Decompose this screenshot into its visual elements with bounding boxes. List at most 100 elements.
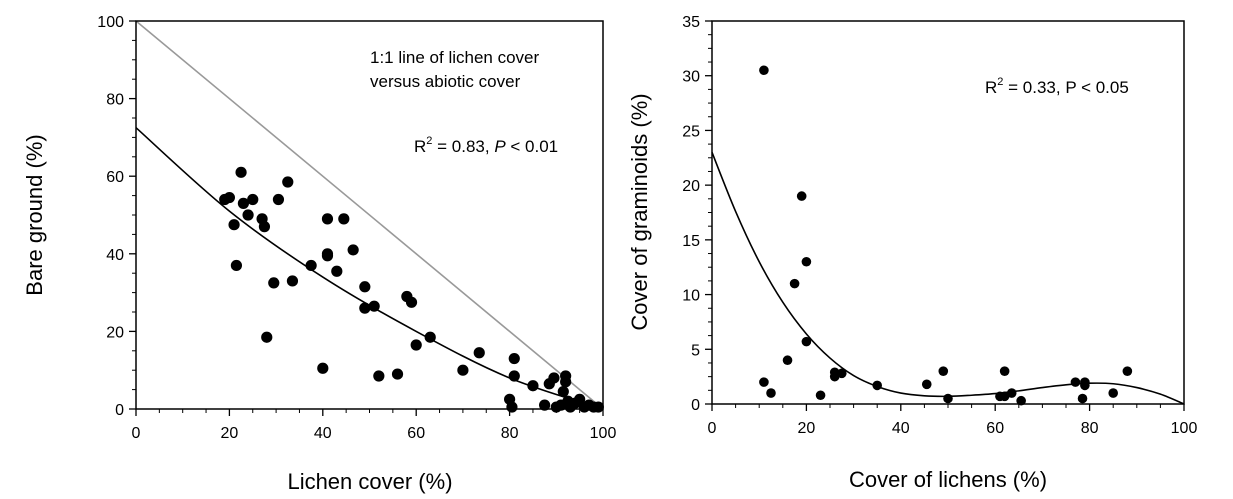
- y-tick-label: 30: [682, 69, 700, 86]
- data-point: [410, 339, 422, 351]
- data-point: [391, 368, 404, 380]
- chart2-stat-annotation: R2 = 0.33, P < 0.05: [985, 76, 1129, 97]
- x-tick-label: 20: [798, 420, 816, 437]
- y-tick-label: 10: [682, 288, 700, 305]
- data-point: [272, 193, 285, 206]
- data-point: [317, 362, 329, 374]
- data-point: [1122, 366, 1133, 376]
- data-point: [557, 385, 569, 398]
- data-point: [359, 302, 371, 314]
- chart-graminoids-vs-lichens: 0 20 40 60 80 100 0 5 10 15 20 25 30 35 R2 = 0.33, P …: [627, 14, 1197, 492]
- data-point: [305, 259, 317, 272]
- y-tick-label: 20: [106, 324, 124, 341]
- x-tick-label: 20: [221, 425, 239, 442]
- data-point: [815, 390, 826, 401]
- data-point: [782, 355, 793, 366]
- data-point: [230, 259, 243, 272]
- chart1-y-axis-title: Bare ground (%): [22, 134, 47, 295]
- data-point: [223, 191, 235, 204]
- reference-line-1-1: [135, 20, 604, 410]
- chart1-plot-frame: [135, 20, 604, 410]
- data-point: [548, 372, 560, 384]
- y-tick-label: 60: [106, 169, 124, 186]
- x-tick-label: 40: [892, 420, 910, 437]
- data-point: [789, 278, 800, 289]
- data-point: [237, 197, 250, 209]
- x-tick-label: 80: [501, 425, 519, 442]
- data-point: [331, 265, 343, 277]
- chart-bare-ground-vs-lichen: 0 20 40 60 80 100 0 20 40 60 80 100 1:1 line of lic…: [22, 14, 616, 494]
- data-point: [268, 277, 280, 289]
- chart2-ticks: 0 20 40 60 80 100 0 5 10 15 20 25 30 35: [682, 14, 1197, 437]
- chart1-marks: [135, 20, 604, 413]
- fit-curve: [711, 152, 1185, 405]
- y-tick-label: 100: [97, 14, 124, 31]
- data-point: [473, 347, 485, 359]
- data-point: [872, 380, 882, 391]
- data-point: [560, 376, 572, 388]
- data-point: [1006, 388, 1017, 398]
- y-tick-label: 40: [106, 247, 124, 264]
- x-tick-label: 0: [132, 425, 141, 442]
- data-point: [527, 380, 539, 392]
- data-point: [405, 296, 418, 308]
- data-point: [228, 219, 240, 231]
- data-point: [258, 221, 271, 233]
- y-tick-label: 80: [106, 92, 124, 109]
- data-point: [286, 275, 299, 287]
- data-point: [235, 166, 247, 178]
- data-point: [1077, 393, 1088, 404]
- data-point: [999, 366, 1010, 376]
- y-tick-label: 15: [682, 233, 700, 250]
- data-point: [1070, 377, 1081, 387]
- y-tick-label: 0: [691, 397, 700, 414]
- chart1-ticks: 0 20 40 60 80 100 0 20 40 60 80 100: [97, 14, 616, 442]
- y-tick-label: 35: [682, 14, 700, 31]
- data-point: [508, 370, 520, 382]
- data-point: [943, 393, 953, 404]
- data-point: [247, 193, 259, 206]
- data-point: [338, 213, 350, 225]
- data-point: [921, 379, 932, 390]
- data-point: [539, 399, 551, 411]
- chart2-y-axis-title: Cover of graminoids (%): [627, 93, 652, 330]
- chart1-annotation-line-label-1: 1:1 line of lichen cover: [370, 48, 539, 67]
- data-point: [796, 191, 807, 201]
- data-point: [242, 209, 254, 221]
- fit-curve: [135, 127, 604, 410]
- y-tick-label: 5: [691, 342, 700, 359]
- data-point: [321, 250, 334, 262]
- data-point: [373, 370, 385, 382]
- data-point: [592, 401, 604, 413]
- data-point: [759, 377, 769, 387]
- data-point: [837, 368, 847, 379]
- data-point: [1108, 388, 1118, 398]
- data-point: [347, 244, 359, 256]
- x-tick-label: 60: [407, 425, 425, 442]
- data-point: [506, 401, 518, 413]
- x-tick-label: 60: [986, 420, 1004, 437]
- data-point: [424, 331, 436, 343]
- data-point: [766, 388, 776, 398]
- data-point: [359, 281, 371, 293]
- x-tick-label: 100: [590, 425, 617, 442]
- y-tick-label: 25: [682, 123, 700, 140]
- data-point: [321, 213, 334, 225]
- data-point: [261, 331, 273, 343]
- data-point: [457, 364, 469, 376]
- chart2-marks: [711, 65, 1185, 406]
- data-point: [801, 256, 812, 267]
- data-point: [282, 176, 294, 188]
- data-point: [938, 366, 949, 376]
- data-point: [508, 352, 520, 365]
- chart1-stat-annotation: R2 = 0.83, P < 0.01: [414, 135, 558, 156]
- data-point: [1016, 395, 1026, 406]
- x-tick-label: 0: [708, 420, 717, 437]
- data-point: [801, 336, 812, 347]
- data-point: [368, 300, 380, 312]
- data-point: [759, 65, 769, 76]
- chart2-plot-frame: [711, 20, 1185, 405]
- x-tick-label: 40: [314, 425, 332, 442]
- y-tick-label: 20: [682, 178, 700, 195]
